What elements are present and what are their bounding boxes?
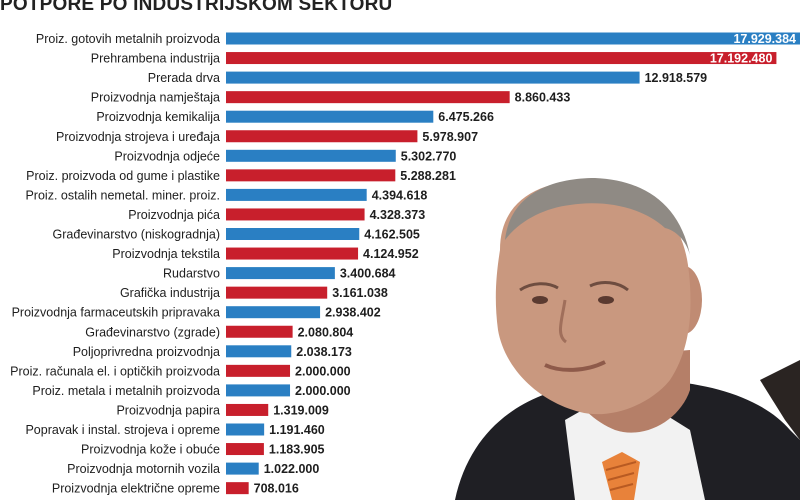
bar: [226, 130, 418, 143]
category-label: Rudarstvo: [163, 267, 220, 281]
category-label: Proizvodnja pića: [128, 208, 220, 222]
value-label: 1.319.009: [273, 403, 329, 417]
value-label: 1.191.460: [269, 423, 325, 437]
category-label: Proizvodnja motornih vozila: [67, 462, 220, 476]
value-label: 2.000.000: [295, 364, 351, 378]
category-label: Proiz. računala el. i optičkih proizvoda: [10, 364, 220, 378]
category-label: Proiz. metala i metalnih proizvoda: [32, 384, 220, 398]
value-label: 5.288.281: [400, 169, 456, 183]
category-label: Proizvodnja farmaceutskih pripravaka: [12, 306, 220, 320]
bar: [226, 267, 335, 280]
value-label: 1.022.000: [264, 462, 320, 476]
category-label: Poljoprivredna proizvodnja: [73, 345, 220, 359]
value-label: 3.161.038: [332, 286, 388, 300]
bar: [226, 403, 269, 416]
bar: [226, 32, 800, 45]
bar: [226, 149, 396, 162]
bar: [226, 91, 510, 104]
bar: [226, 188, 367, 201]
bar: [226, 345, 292, 358]
value-label: 5.978.907: [422, 130, 478, 144]
bar: [226, 443, 264, 456]
bar: [226, 325, 293, 338]
category-label: Proizvodnja kemikalija: [96, 110, 220, 124]
value-label: 5.302.770: [401, 149, 457, 163]
value-label: 2.080.804: [298, 325, 354, 339]
category-label: Prerada drva: [148, 71, 220, 85]
bar: [226, 169, 396, 182]
value-label: 8.860.433: [515, 91, 571, 105]
bar: [226, 364, 291, 377]
value-label: 4.394.618: [372, 188, 428, 202]
bar: [226, 52, 777, 65]
value-label: 6.475.266: [438, 110, 494, 124]
value-label: 2.938.402: [325, 306, 381, 320]
value-label: 2.000.000: [295, 384, 351, 398]
bar: [226, 110, 434, 123]
category-label: Proizvodnja strojeva i uređaja: [56, 130, 220, 144]
bar: [226, 247, 359, 260]
bar: [226, 423, 265, 436]
bar: [226, 71, 640, 84]
category-label: Proizvodnja odjeće: [114, 149, 220, 163]
value-label: 4.328.373: [370, 208, 426, 222]
chart-title: POTPORE PO INDUSTRIJSKOM SEKTORU: [0, 0, 393, 15]
bar: [226, 482, 249, 495]
value-label: 3.400.684: [340, 267, 396, 281]
category-label: Proizvodnja namještaja: [91, 91, 220, 105]
value-label: 12.918.579: [645, 71, 708, 85]
value-label: 2.038.173: [296, 345, 352, 359]
value-label: 4.162.505: [364, 228, 420, 242]
bar: [226, 208, 365, 221]
category-label: Građevinarstvo (niskogradnja): [53, 228, 220, 242]
value-label: 4.124.952: [363, 247, 419, 261]
category-label: Proiz. gotovih metalnih proizvoda: [36, 32, 220, 46]
category-label: Građevinarstvo (zgrade): [85, 325, 220, 339]
category-label: Proiz. proizvoda od gume i plastike: [26, 169, 220, 183]
category-label: Proizvodnja kože i obuće: [81, 443, 220, 457]
bar: [226, 462, 259, 475]
category-label: Prehrambena industrija: [91, 52, 220, 66]
bar: [226, 384, 291, 397]
bar: [226, 306, 321, 319]
value-label: 17.192.480: [710, 52, 773, 66]
bar: [226, 228, 360, 240]
category-label: Proizvodnja papira: [116, 403, 220, 417]
value-label: 1.183.905: [269, 443, 325, 457]
category-label: Grafička industrija: [120, 286, 220, 300]
category-label: Proizvodnja električne opreme: [52, 482, 220, 496]
value-label: 17.929.384: [733, 32, 796, 46]
value-label: 708.016: [254, 482, 299, 496]
category-label: Proiz. ostalih nemetal. miner. proiz.: [25, 188, 220, 202]
category-label: Proizvodnja tekstila: [112, 247, 220, 261]
bar: [226, 286, 328, 299]
category-label: Popravak i instal. strojeva i opreme: [25, 423, 220, 437]
